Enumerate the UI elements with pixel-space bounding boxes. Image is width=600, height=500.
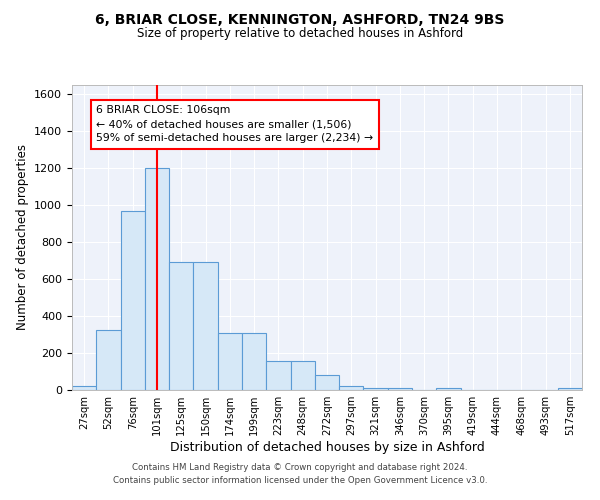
Text: Size of property relative to detached houses in Ashford: Size of property relative to detached ho… <box>137 28 463 40</box>
Bar <box>145 168 169 390</box>
Bar <box>96 330 121 390</box>
Text: 6 BRIAR CLOSE: 106sqm
← 40% of detached houses are smaller (1,506)
59% of semi-d: 6 BRIAR CLOSE: 106sqm ← 40% of detached … <box>96 106 373 144</box>
X-axis label: Distribution of detached houses by size in Ashford: Distribution of detached houses by size … <box>170 441 484 454</box>
Bar <box>193 262 218 390</box>
Bar <box>169 262 193 390</box>
Y-axis label: Number of detached properties: Number of detached properties <box>16 144 29 330</box>
Bar <box>339 386 364 390</box>
Bar <box>558 388 582 390</box>
Bar <box>290 362 315 390</box>
Bar <box>364 388 388 390</box>
Bar <box>218 332 242 390</box>
Bar <box>266 362 290 390</box>
Bar <box>242 332 266 390</box>
Bar <box>388 388 412 390</box>
Bar <box>72 386 96 390</box>
Text: Contains public sector information licensed under the Open Government Licence v3: Contains public sector information licen… <box>113 476 487 485</box>
Text: 6, BRIAR CLOSE, KENNINGTON, ASHFORD, TN24 9BS: 6, BRIAR CLOSE, KENNINGTON, ASHFORD, TN2… <box>95 12 505 26</box>
Bar <box>121 210 145 390</box>
Bar <box>315 375 339 390</box>
Text: Contains HM Land Registry data © Crown copyright and database right 2024.: Contains HM Land Registry data © Crown c… <box>132 464 468 472</box>
Bar <box>436 388 461 390</box>
